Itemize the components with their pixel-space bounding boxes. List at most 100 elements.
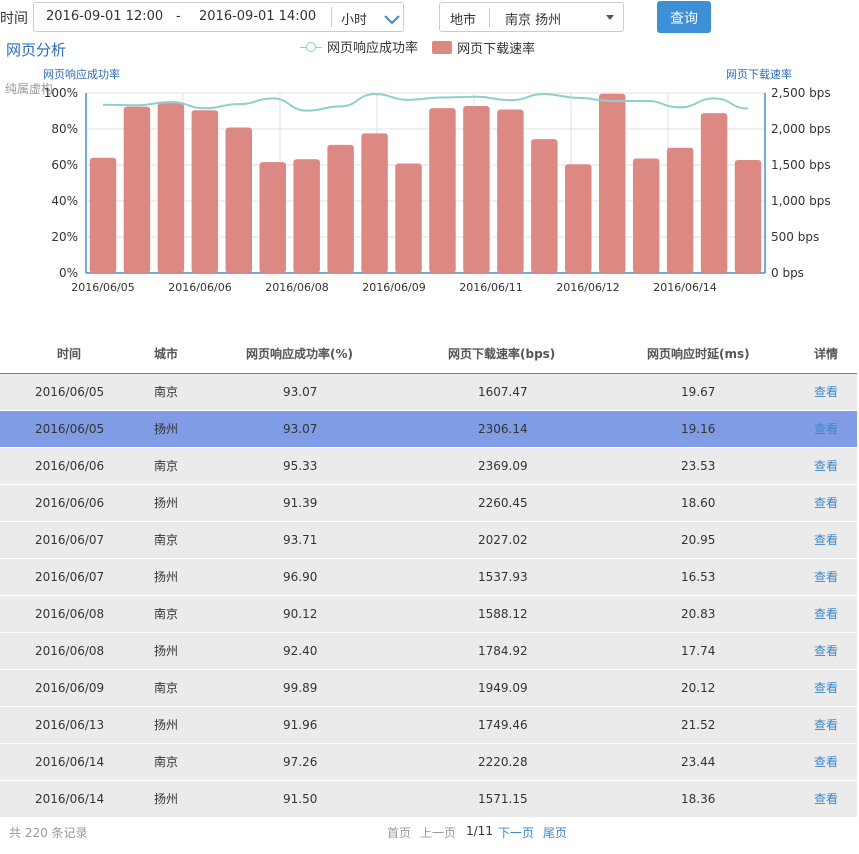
view-detail-link[interactable]: 查看 — [814, 533, 839, 547]
view-detail-link[interactable]: 查看 — [814, 792, 839, 806]
x-tick-label: 2016/06/09 — [362, 281, 425, 294]
view-detail-link[interactable]: 查看 — [814, 755, 839, 769]
table-row[interactable]: 2016/06/09 南京 99.89 1949.09 20.12 查看 — [0, 670, 857, 707]
pagination: 共 220 条记录 首页 上一页 1/11 下一页 尾页 — [0, 817, 857, 845]
bar — [123, 106, 151, 274]
divider — [331, 7, 332, 27]
right-axis-title: 网页下载速率 — [726, 68, 792, 81]
watermark: 纯属虚构 — [5, 82, 54, 96]
cell-latency: 20.83 — [681, 607, 716, 621]
table-row[interactable]: 2016/06/13 扬州 91.96 1749.46 21.52 查看 — [0, 707, 857, 744]
right-tick-label: 1,000 bps — [771, 194, 831, 208]
column-header-city: 城市 — [154, 347, 179, 361]
cell-download-speed: 1571.15 — [478, 792, 528, 806]
column-header-success-rate: 网页响应成功率(%) — [246, 347, 353, 361]
view-detail-link[interactable]: 查看 — [814, 681, 839, 695]
bar — [531, 139, 558, 273]
cell-time: 2016/06/09 — [35, 681, 105, 695]
bar — [598, 93, 626, 273]
cell-city: 南京 — [154, 755, 179, 769]
cell-latency: 23.44 — [681, 755, 716, 769]
cell-download-speed: 2260.45 — [478, 496, 528, 510]
column-header-detail: 详情 — [814, 347, 839, 361]
cell-time: 2016/06/14 — [35, 792, 105, 806]
query-button[interactable]: 查询 — [657, 1, 711, 33]
city-value[interactable]: 南京 扬州 — [505, 13, 562, 28]
x-tick-label: 2016/06/05 — [71, 281, 134, 294]
cell-download-speed: 2306.14 — [478, 422, 528, 436]
right-tick-label: 1,500 bps — [771, 158, 831, 172]
start-time[interactable]: 2016-09-01 12:00 — [46, 9, 164, 24]
time-label: 时间 — [0, 11, 28, 27]
cell-time: 2016/06/14 — [35, 755, 105, 769]
page-indicator: 1/11 — [466, 824, 493, 838]
caret-down-icon[interactable] — [606, 15, 614, 20]
table-row[interactable]: 2016/06/14 扬州 91.50 1571.15 18.36 查看 — [0, 781, 857, 818]
bar — [666, 147, 694, 273]
bar — [429, 108, 456, 274]
success-rate-line — [102, 93, 749, 112]
table-row[interactable]: 2016/06/14 南京 97.26 2220.28 23.44 查看 — [0, 744, 857, 781]
prev-page-link[interactable]: 上一页 — [420, 826, 457, 840]
cell-time: 2016/06/06 — [35, 496, 105, 510]
view-detail-link[interactable]: 查看 — [814, 718, 839, 732]
granularity-select[interactable]: 小时 — [341, 13, 368, 28]
divider — [489, 8, 490, 27]
cell-download-speed: 2369.09 — [478, 459, 528, 473]
table-row[interactable]: 2016/06/06 扬州 91.39 2260.45 18.60 查看 — [0, 485, 857, 522]
city-select[interactable]: 地市 南京 扬州 — [439, 2, 624, 32]
view-detail-link[interactable]: 查看 — [814, 607, 839, 621]
column-header-time: 时间 — [57, 347, 82, 361]
left-tick-label: 60% — [51, 158, 78, 172]
view-detail-link[interactable]: 查看 — [814, 385, 839, 399]
column-header-latency: 网页响应时延(ms) — [647, 347, 750, 361]
view-detail-link[interactable]: 查看 — [814, 422, 839, 436]
left-tick-label: 0% — [59, 266, 78, 280]
first-page-link[interactable]: 首页 — [387, 826, 412, 840]
left-axis-title: 网页响应成功率 — [43, 68, 120, 81]
cell-latency: 23.53 — [681, 459, 716, 473]
cell-latency: 18.36 — [681, 792, 716, 806]
right-tick-label: 0 bps — [771, 266, 804, 280]
table-row[interactable]: 2016/06/05 扬州 93.07 2306.14 19.16 查看 — [0, 411, 857, 448]
view-detail-link[interactable]: 查看 — [814, 644, 839, 658]
cell-city: 南京 — [154, 607, 179, 621]
cell-success-rate: 92.40 — [283, 644, 318, 658]
bar — [327, 144, 354, 273]
bar — [734, 159, 762, 273]
bar — [259, 162, 286, 273]
legend-line-label: 网页响应成功率 — [327, 41, 419, 56]
cell-latency: 19.16 — [681, 422, 716, 436]
end-time[interactable]: 2016-09-01 14:00 — [199, 9, 317, 24]
right-tick-label: 2,000 bps — [771, 122, 831, 136]
section-title: 网页分析 — [6, 41, 67, 59]
x-tick-label: 2016/06/06 — [168, 281, 231, 294]
cell-city: 南京 — [154, 385, 179, 399]
left-tick-label: 100% — [44, 86, 78, 100]
cell-city: 南京 — [154, 533, 179, 547]
cell-success-rate: 93.07 — [283, 385, 318, 399]
bar — [157, 103, 185, 273]
cell-city: 扬州 — [154, 792, 179, 806]
table-row[interactable]: 2016/06/07 扬州 96.90 1537.93 16.53 查看 — [0, 559, 857, 596]
combo-chart: 0% 0 bps 20% 500 bps 40% 1,000 bps 60% 1,500 bp… — [44, 86, 831, 294]
cell-download-speed: 1588.12 — [478, 607, 528, 621]
next-page-link[interactable]: 下一页 — [498, 826, 535, 840]
view-detail-link[interactable]: 查看 — [814, 496, 839, 510]
left-tick-label: 40% — [51, 194, 78, 208]
cell-download-speed: 1949.09 — [478, 681, 528, 695]
table-row[interactable]: 2016/06/06 南京 95.33 2369.09 23.53 查看 — [0, 448, 857, 485]
table-row[interactable]: 2016/06/05 南京 93.07 1607.47 19.67 查看 — [0, 374, 857, 411]
view-detail-link[interactable]: 查看 — [814, 570, 839, 584]
legend-item-bar[interactable]: 网页下载速率 — [432, 38, 535, 57]
table-row[interactable]: 2016/06/07 南京 93.71 2027.02 20.95 查看 — [0, 522, 857, 559]
view-detail-link[interactable]: 查看 — [814, 459, 839, 473]
last-page-link[interactable]: 尾页 — [543, 826, 568, 840]
table-row[interactable]: 2016/06/08 南京 90.12 1588.12 20.83 查看 — [0, 596, 857, 633]
chevron-down-icon[interactable] — [384, 10, 400, 29]
table-row[interactable]: 2016/06/08 扬州 92.40 1784.92 17.74 查看 — [0, 633, 857, 670]
time-range-picker[interactable]: 2016-09-01 12:00 - 2016-09-01 14:00 小时 — [33, 2, 404, 32]
cell-success-rate: 93.71 — [283, 533, 318, 547]
cell-download-speed: 1749.46 — [478, 718, 528, 732]
legend-item-line[interactable]: 网页响应成功率 — [300, 37, 418, 56]
